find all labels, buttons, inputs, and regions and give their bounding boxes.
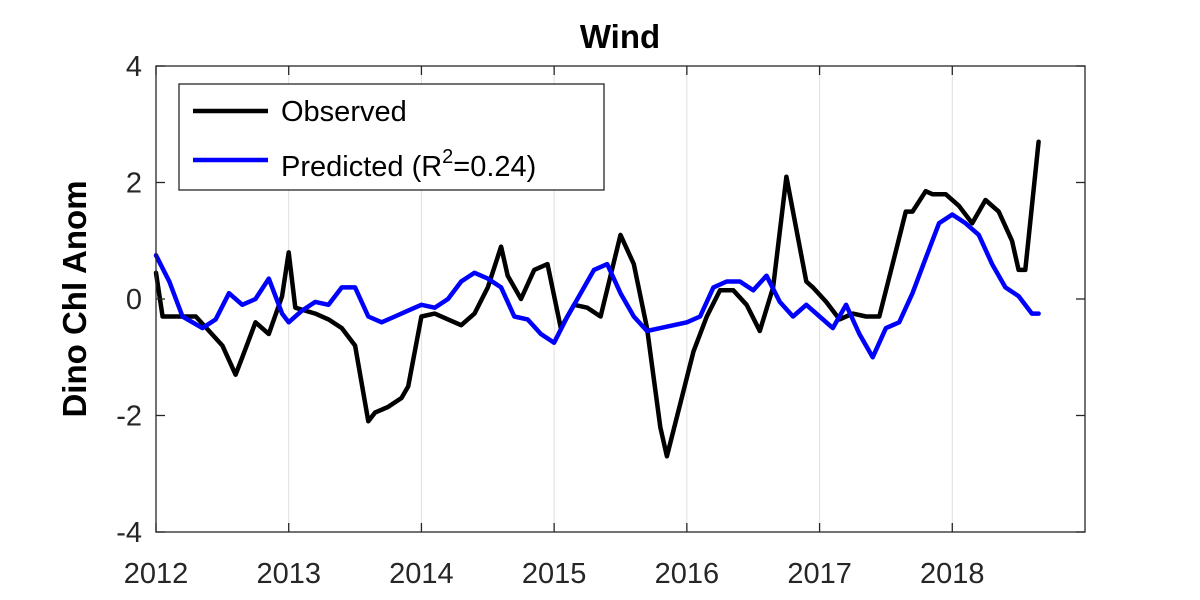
series-layer <box>153 139 1041 459</box>
axis-ticks <box>155 65 1085 533</box>
y-tick-label: 0 <box>126 284 142 316</box>
legend-label-predicted-suffix: =0.24) <box>453 151 536 183</box>
y-tick-label: -4 <box>116 517 142 549</box>
chart-title: Wind <box>580 18 660 55</box>
y-axis-label: Dino Chl Anom <box>56 180 93 417</box>
legend: Observed Predicted (R2=0.24) <box>178 83 605 191</box>
x-tick-label: 2014 <box>389 558 454 590</box>
x-tick-label: 2018 <box>920 558 985 590</box>
series-observed-line <box>153 139 1041 459</box>
x-tick-label: 2012 <box>124 558 189 590</box>
legend-label-observed: Observed <box>281 96 407 128</box>
legend-label-predicted-main: Predicted (R <box>281 151 442 183</box>
series-predicted-line <box>153 212 1041 360</box>
y-tick-label: 2 <box>126 168 142 200</box>
x-tick-label: 2013 <box>256 558 321 590</box>
y-tick-labels: -4 -2 0 2 4 <box>116 51 142 549</box>
x-tick-label: 2016 <box>655 558 720 590</box>
x-tick-label: 2017 <box>787 558 852 590</box>
y-tick-label: 4 <box>126 51 142 83</box>
legend-label-predicted-superscript: 2 <box>442 146 453 168</box>
x-tick-label: 2015 <box>522 558 587 590</box>
legend-box <box>178 83 605 191</box>
legend-label-predicted: Predicted (R2=0.24) <box>281 146 536 183</box>
x-tick-labels: 2012 2013 2014 2015 2016 2017 2018 <box>124 558 985 590</box>
y-tick-label: -2 <box>116 401 142 433</box>
